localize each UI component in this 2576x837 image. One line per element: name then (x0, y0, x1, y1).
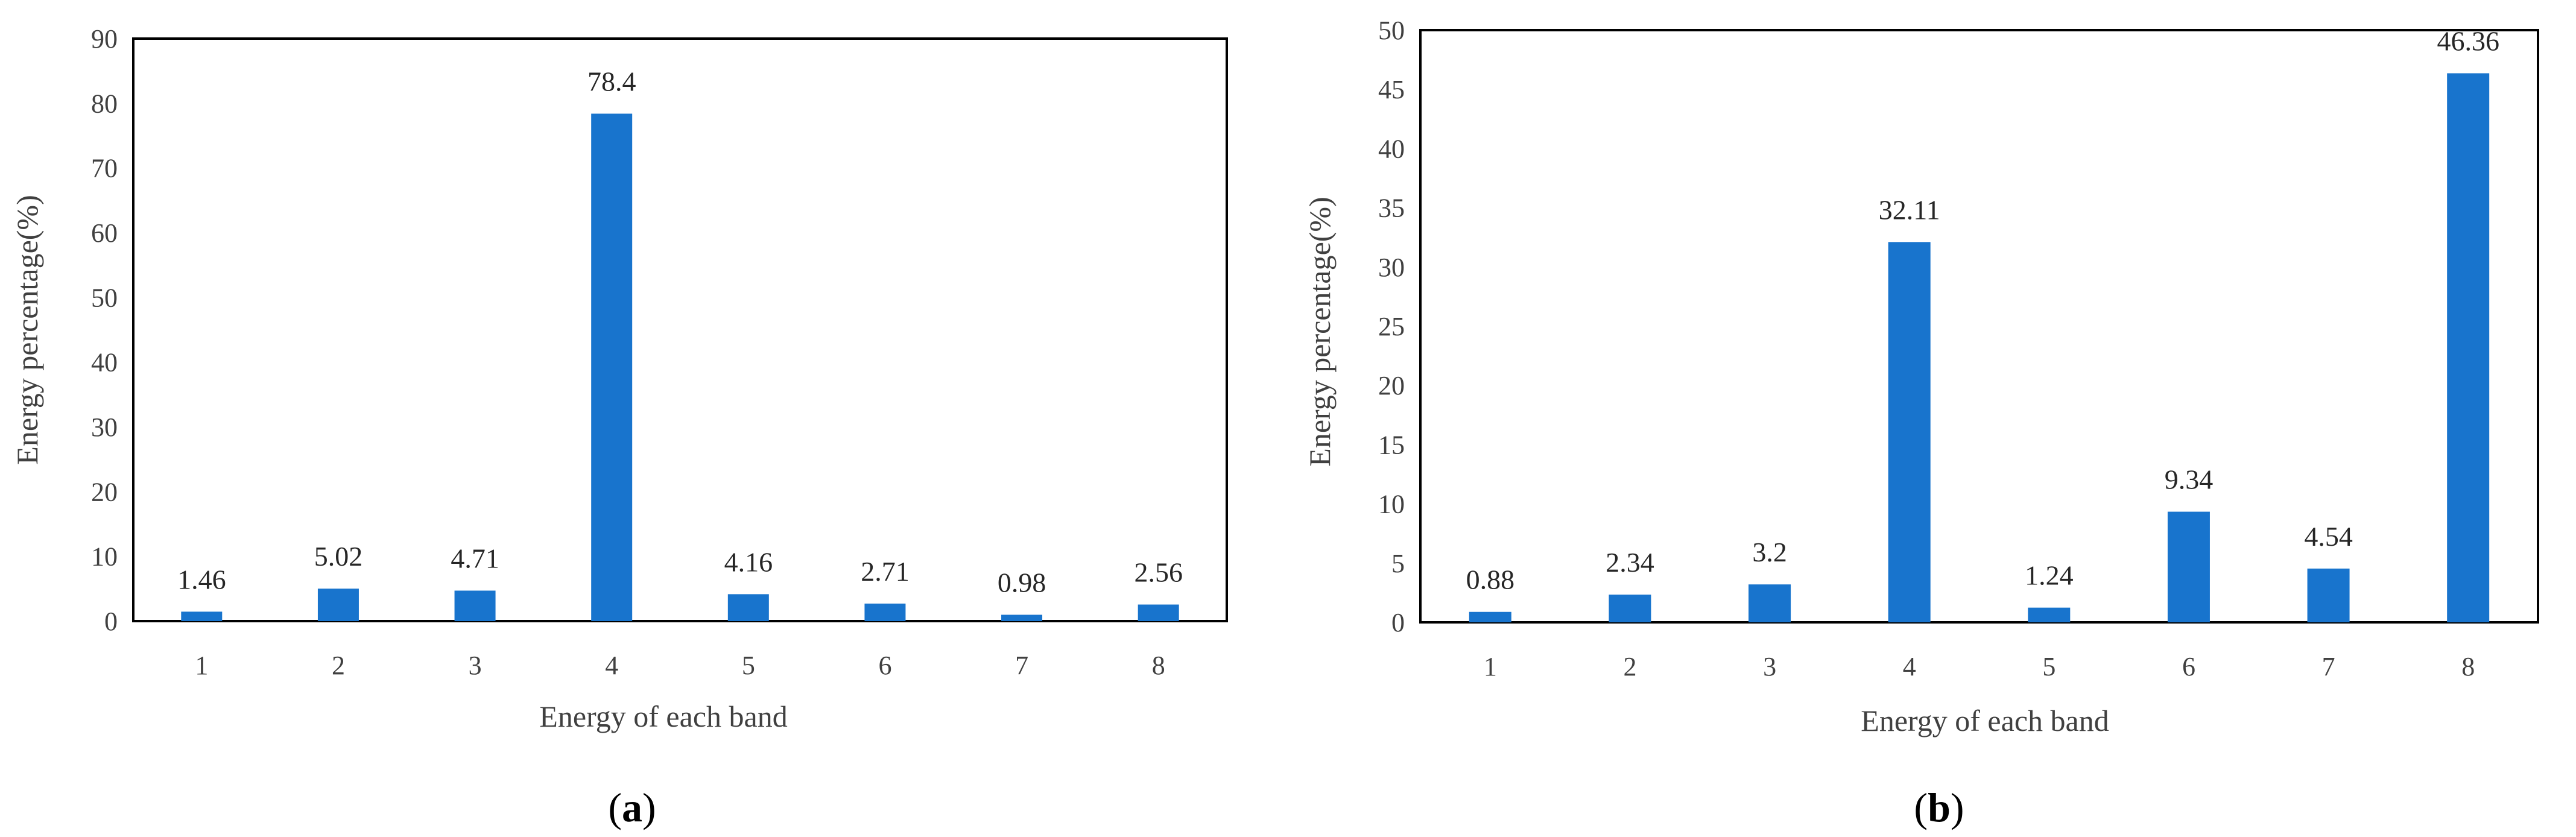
x-axis-title-a: Energy of each band (539, 700, 787, 733)
x-ticks-b: 1 2 3 4 5 6 7 8 (1484, 652, 2475, 681)
y-ticks-a: 0 10 20 30 40 50 60 70 80 90 (91, 24, 118, 636)
x-tick-label-b-1: 1 (1484, 652, 1497, 681)
x-tick-label-b-2: 2 (1623, 652, 1636, 681)
x-tick-label-b-4: 4 (1903, 652, 1916, 681)
bar-a-7 (1001, 614, 1043, 621)
y-tick-label-a-50: 50 (91, 283, 118, 312)
y-tick-label-b-30: 30 (1378, 253, 1405, 282)
panel-caption-letter-a: a (622, 785, 642, 830)
y-tick-label-b-10: 10 (1378, 490, 1405, 519)
bar-a-4 (591, 113, 633, 622)
y-tick-label-b-20: 20 (1378, 371, 1405, 400)
bar-a-1 (181, 611, 223, 621)
plot-frame-a (132, 37, 1228, 622)
bar-b-1 (1469, 611, 1511, 622)
y-tick-label-b-50: 50 (1378, 16, 1405, 45)
bar-b-2 (1609, 595, 1651, 622)
y-tick-label-a-40: 40 (91, 348, 118, 377)
y-tick-label-a-10: 10 (91, 542, 118, 572)
x-tick-label-a-8: 8 (1152, 651, 1165, 680)
y-tick-label-b-45: 45 (1378, 75, 1405, 104)
x-ticks-a: 1 2 3 4 5 6 7 8 (195, 651, 1165, 680)
data-label-a-3: 4.71 (451, 543, 499, 573)
y-tick-label-a-20: 20 (91, 477, 118, 507)
bar-b-8 (2447, 73, 2490, 622)
data-label-a-2: 5.02 (314, 541, 363, 572)
data-label-a-8: 2.56 (1134, 557, 1183, 588)
bar-a-2 (317, 589, 359, 621)
panel-caption-b: (b) (1914, 785, 1964, 830)
x-tick-label-b-5: 5 (2042, 652, 2055, 681)
data-label-b-7: 4.54 (2304, 521, 2353, 552)
data-label-a-6: 2.71 (861, 556, 910, 587)
x-tick-label-b-6: 6 (2182, 652, 2195, 681)
y-tick-label-a-0: 0 (104, 607, 118, 636)
y-ticks-b: 0 5 10 15 20 25 30 35 40 45 50 (1378, 16, 1405, 637)
y-tick-label-a-80: 80 (91, 89, 118, 118)
data-label-b-5: 1.24 (2025, 560, 2074, 591)
bar-a-8 (1138, 604, 1179, 621)
x-tick-label-a-6: 6 (878, 651, 891, 680)
y-tick-label-a-90: 90 (91, 24, 118, 54)
y-tick-label-b-35: 35 (1378, 194, 1405, 223)
x-tick-label-b-8: 8 (2461, 652, 2475, 681)
y-axis-title-a: Energy percentage(%) (10, 195, 44, 464)
y-tick-label-b-0: 0 (1391, 608, 1405, 637)
x-tick-label-a-4: 4 (605, 651, 618, 680)
data-label-a-5: 4.16 (724, 546, 773, 577)
panel-caption-a: (a) (608, 785, 656, 830)
y-tick-label-b-5: 5 (1391, 549, 1405, 578)
x-tick-label-a-3: 3 (469, 651, 482, 680)
y-tick-label-b-40: 40 (1378, 134, 1405, 163)
bars-group-b: 0.88 2.34 3.2 32.11 1.24 9.34 4.54 46.36 (1466, 25, 2499, 622)
x-tick-label-a-5: 5 (742, 651, 755, 680)
bar-a-5 (727, 594, 769, 621)
data-label-b-4: 32.11 (1879, 194, 1940, 225)
y-tick-label-b-25: 25 (1378, 312, 1405, 341)
y-tick-label-a-70: 70 (91, 154, 118, 183)
x-tick-label-b-7: 7 (2322, 652, 2335, 681)
bar-b-5 (2028, 607, 2071, 622)
bar-a-3 (454, 590, 496, 621)
x-tick-label-a-7: 7 (1015, 651, 1028, 680)
plot-frame-b (1419, 29, 2539, 624)
data-label-a-1: 1.46 (177, 564, 226, 595)
bar-b-4 (1888, 242, 1931, 622)
bar-b-6 (2167, 511, 2210, 622)
x-tick-label-b-3: 3 (1763, 652, 1776, 681)
y-axis-title-b: Energy percentage(%) (1303, 197, 1337, 466)
data-label-b-6: 9.34 (2165, 464, 2214, 495)
bars-group-a: 1.46 5.02 4.71 78.4 4.16 2.71 0.98 2.56 (177, 66, 1183, 622)
panel-caption-letter-b: b (1928, 785, 1951, 830)
data-label-b-2: 2.34 (1606, 547, 1654, 578)
data-label-b-1: 0.88 (1466, 564, 1515, 595)
x-tick-label-a-1: 1 (195, 651, 208, 680)
data-label-a-7: 0.98 (998, 567, 1046, 598)
y-tick-label-a-60: 60 (91, 218, 118, 248)
data-label-b-8: 46.36 (2437, 25, 2499, 56)
x-axis-title-b: Energy of each band (1861, 704, 2109, 738)
data-label-a-4: 78.4 (587, 66, 636, 97)
x-tick-label-a-2: 2 (332, 651, 345, 680)
bar-b-7 (2307, 568, 2350, 622)
bar-a-6 (864, 603, 906, 621)
y-tick-label-a-30: 30 (91, 412, 118, 442)
data-label-b-3: 3.2 (1752, 537, 1787, 567)
bar-b-3 (1748, 584, 1791, 622)
y-tick-label-b-15: 15 (1378, 430, 1405, 460)
